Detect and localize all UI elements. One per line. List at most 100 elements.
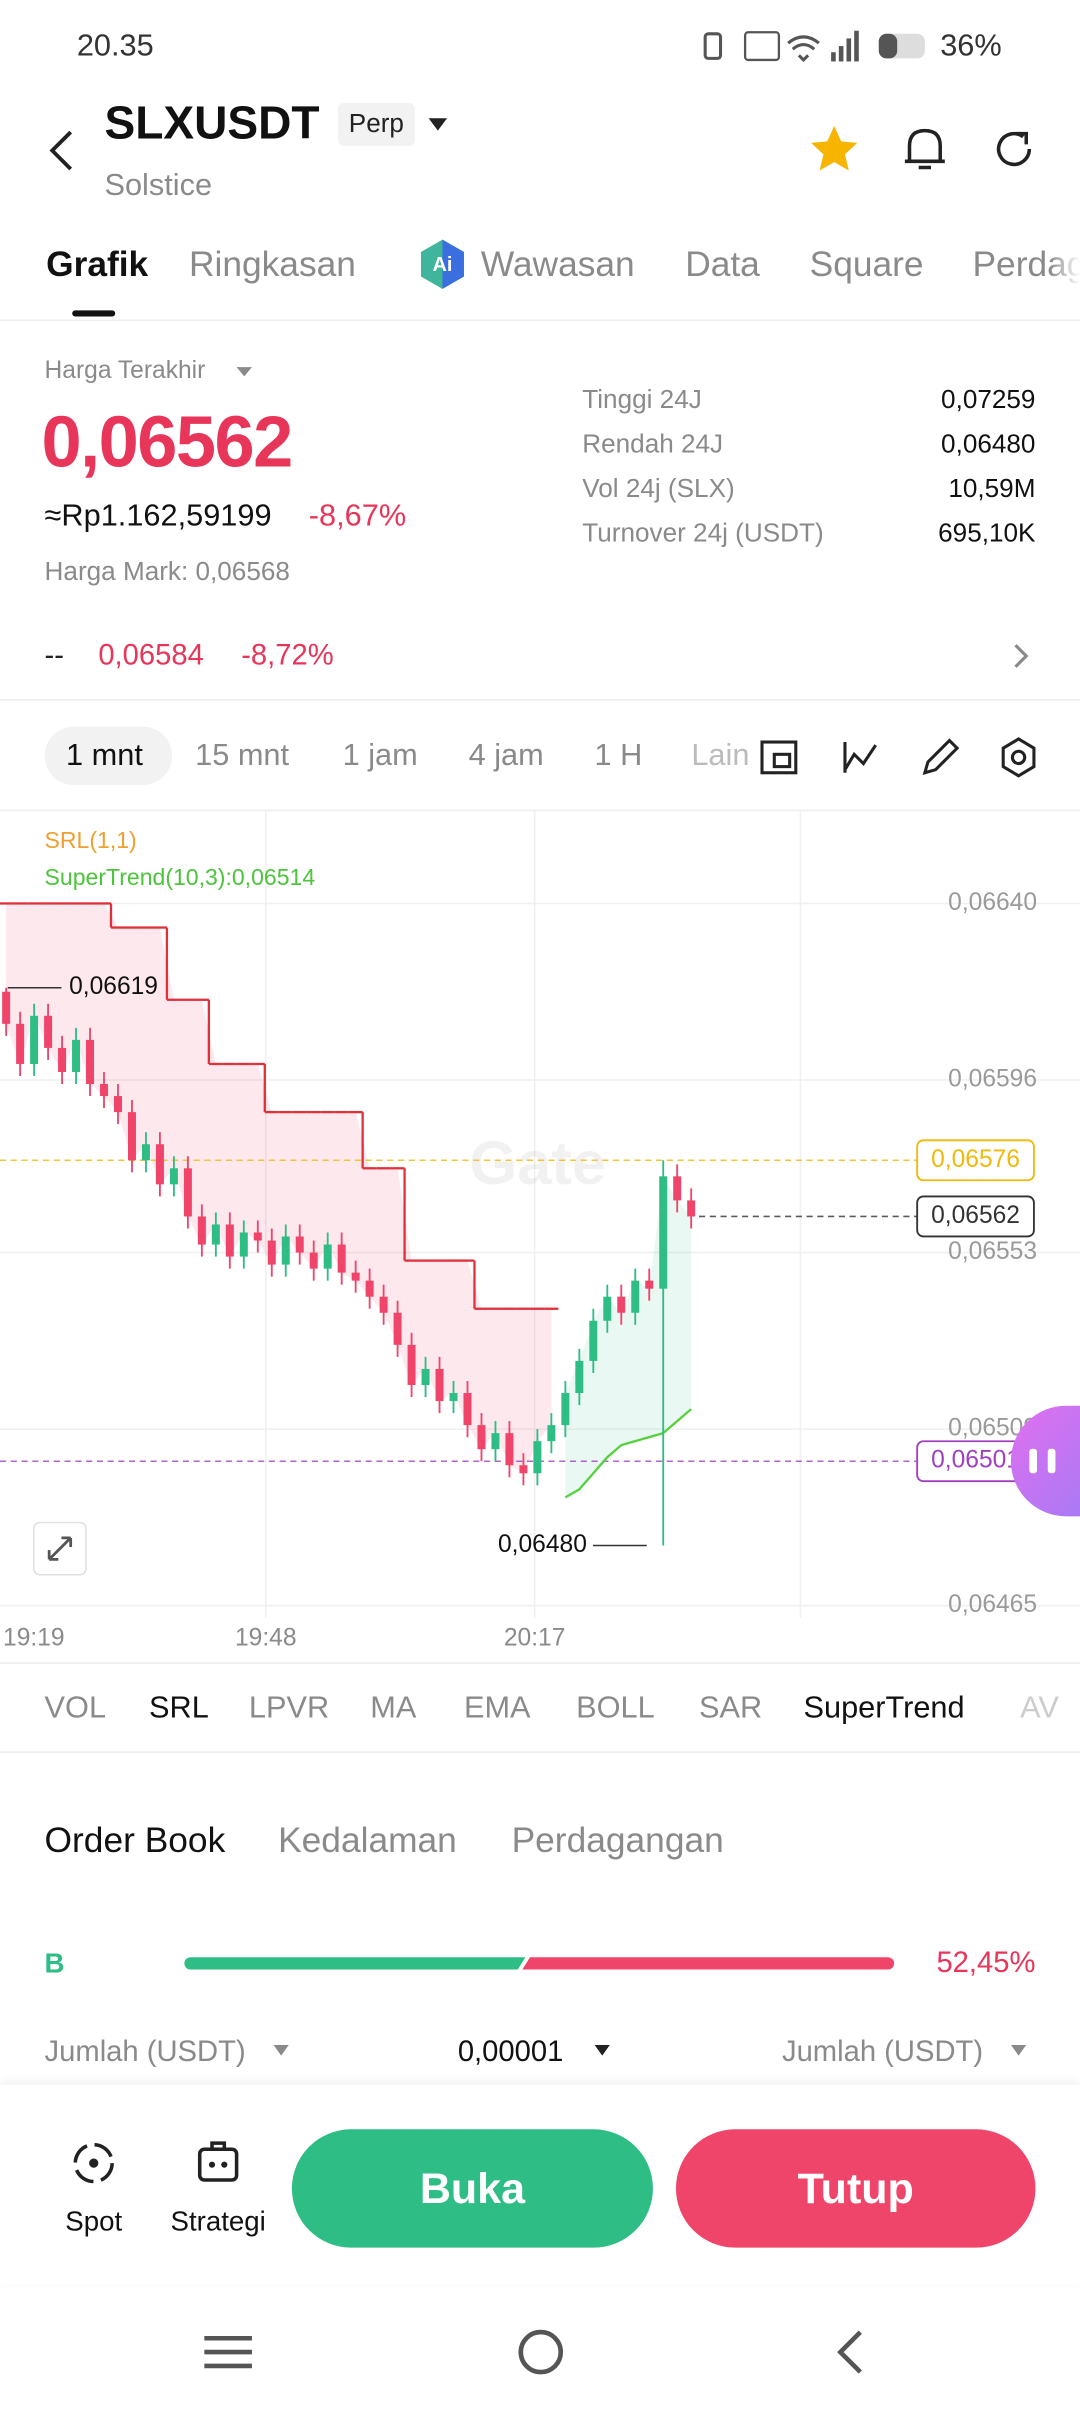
- indicator[interactable]: SAR: [699, 1691, 763, 1726]
- candle-body: [30, 1015, 39, 1064]
- status-icons: [703, 30, 859, 63]
- candle-body: [547, 1425, 556, 1442]
- indicator[interactable]: AV: [1020, 1691, 1059, 1726]
- stat-label: Vol 24j (SLX): [582, 473, 735, 504]
- divider: [0, 809, 1080, 812]
- dropdown-arrow[interactable]: [235, 366, 253, 378]
- candle-body: [393, 1312, 402, 1345]
- candle-body: [127, 1112, 136, 1161]
- candle-body: [561, 1393, 570, 1426]
- candle-body: [183, 1168, 192, 1217]
- expand-button[interactable]: [33, 1521, 87, 1576]
- expand-arrows: [47, 1536, 73, 1561]
- indicator[interactable]: VOL: [44, 1691, 107, 1726]
- stat-label: Tinggi 24J: [582, 384, 702, 415]
- interval[interactable]: 1 jam: [342, 738, 418, 773]
- x-tick-label: 19:19: [3, 1625, 65, 1652]
- indicator[interactable]: MA: [370, 1691, 417, 1726]
- divider: [0, 1751, 1080, 1753]
- candle-body: [86, 1039, 95, 1085]
- price-change: -8,67%: [308, 499, 407, 534]
- orderbook-tab[interactable]: Order Book: [44, 1819, 226, 1860]
- candlestick-chart: 0,066400,065960,065530,065090,0646519:19…: [0, 811, 1080, 1652]
- low-marker-label: 0,06480: [498, 1531, 587, 1558]
- divider: [0, 319, 1080, 322]
- divider: [0, 699, 1080, 701]
- trend-fill: [565, 1176, 692, 1498]
- strategy-label[interactable]: Strategi: [170, 2206, 266, 2237]
- open-button[interactable]: Buka: [291, 2129, 653, 2248]
- ai-icon: Ai: [420, 239, 464, 289]
- chart-tools[interactable]: [759, 736, 1080, 779]
- high-marker-label: 0,06619: [69, 973, 158, 1000]
- stat-value: 0,06480: [941, 429, 1036, 459]
- indicator[interactable]: BOLL: [576, 1691, 655, 1726]
- dropdown-arrow[interactable]: [427, 117, 449, 132]
- candle-body: [253, 1232, 262, 1241]
- candle-body: [295, 1236, 304, 1253]
- candle-body: [309, 1252, 318, 1269]
- price-line-box: [916, 1195, 1035, 1238]
- y-tick-label: 0,06553: [948, 1238, 1037, 1265]
- battery-level: 36%: [940, 29, 1002, 63]
- svg-text:Ai: Ai: [432, 254, 452, 276]
- indicator[interactable]: EMA: [463, 1691, 531, 1726]
- refresh-button[interactable]: [991, 126, 1037, 172]
- strategy-icon[interactable]: [194, 2139, 243, 2188]
- spot-icon[interactable]: [69, 2139, 118, 2188]
- candle-body: [351, 1272, 360, 1281]
- indicator[interactable]: SuperTrend: [803, 1691, 965, 1726]
- candle-body: [211, 1224, 220, 1245]
- candle-body: [631, 1280, 640, 1313]
- y-tick-label: 0,06640: [948, 889, 1037, 916]
- stat-label: Turnover 24j (USDT): [582, 518, 824, 548]
- candle-body: [155, 1144, 164, 1185]
- candle-body: [519, 1465, 528, 1474]
- precision[interactable]: 0,00001: [457, 2036, 564, 2069]
- amount-unit[interactable]: Jumlah (USDT): [44, 2036, 246, 2069]
- watermark: Gate: [469, 1129, 606, 1198]
- orderbook-tab[interactable]: Perdagangan: [511, 1819, 724, 1860]
- contract-pill[interactable]: Perp: [337, 102, 415, 146]
- candle-body: [379, 1296, 388, 1313]
- tab[interactable]: Grafik: [46, 243, 149, 284]
- candle-body: [267, 1240, 276, 1265]
- price-line-label: 0,06576: [931, 1146, 1020, 1173]
- candle-body: [281, 1236, 290, 1265]
- indicator[interactable]: LPVR: [248, 1691, 330, 1726]
- interval[interactable]: Lain: [691, 740, 750, 772]
- chevron-right[interactable]: [1012, 642, 1030, 670]
- price-line-box: [916, 1139, 1035, 1182]
- tab[interactable]: Data: [685, 243, 760, 284]
- tab[interactable]: Ringkasan: [188, 243, 356, 284]
- dropdown-arrow[interactable]: [594, 2044, 610, 2057]
- back-button[interactable]: [43, 129, 80, 172]
- interval[interactable]: 15 mnt: [195, 738, 290, 773]
- interval[interactable]: 4 jam: [468, 738, 544, 773]
- candle-body: [575, 1360, 584, 1394]
- tab[interactable]: Square: [809, 243, 924, 284]
- tab[interactable]: Wawasan: [480, 243, 635, 284]
- candle-body: [141, 1144, 150, 1161]
- candle-body: [589, 1320, 598, 1361]
- interval[interactable]: 1 mnt: [66, 738, 143, 773]
- interval[interactable]: 1 H: [594, 738, 643, 773]
- y-tick-label: 0,06596: [948, 1066, 1037, 1093]
- candle-body: [323, 1244, 332, 1269]
- dropdown-arrow[interactable]: [1010, 2044, 1027, 2057]
- x-tick-label: 19:48: [235, 1625, 297, 1652]
- x-tick-label: 20:17: [504, 1625, 566, 1652]
- dropdown-arrow[interactable]: [273, 2044, 289, 2057]
- indicator[interactable]: SRL: [149, 1691, 209, 1726]
- spot-label[interactable]: Spot: [65, 2206, 123, 2237]
- trend-fill: [6, 903, 552, 1474]
- alert-bell[interactable]: [902, 124, 948, 173]
- index-dash: --: [44, 639, 64, 673]
- close-button[interactable]: Tutup: [675, 2129, 1036, 2248]
- amount-unit[interactable]: Jumlah (USDT): [781, 2036, 984, 2069]
- indicator-bar: VOL SRL LPVR MA EMA BOLL SAR SuperTrend AV: [0, 1675, 1080, 1743]
- orderbook-tab[interactable]: Kedalaman: [278, 1819, 457, 1860]
- favorite-star[interactable]: [810, 124, 859, 173]
- candle-body: [2, 991, 11, 1024]
- candle-body: [239, 1232, 248, 1257]
